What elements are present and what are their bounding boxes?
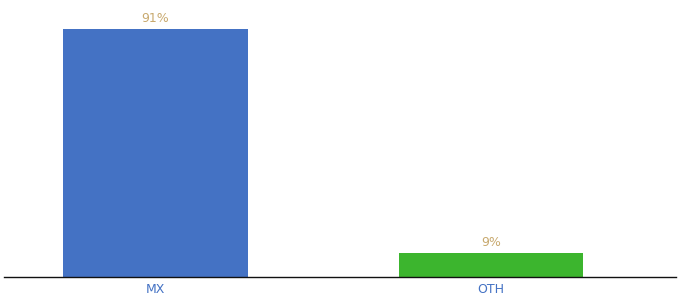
Bar bbox=[398, 253, 583, 277]
Text: 91%: 91% bbox=[141, 13, 169, 26]
Text: 9%: 9% bbox=[481, 236, 501, 249]
Bar bbox=[63, 29, 248, 277]
